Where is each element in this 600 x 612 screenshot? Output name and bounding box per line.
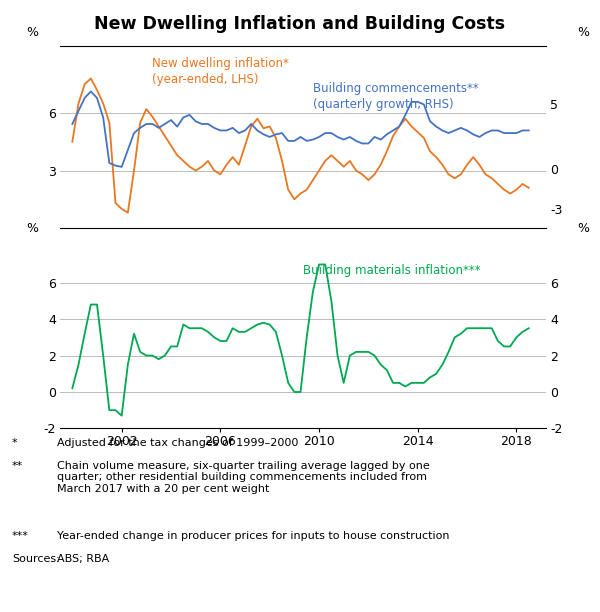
- Text: Building materials inflation***: Building materials inflation***: [303, 264, 481, 277]
- Text: Building commencements**
(quarterly growth, RHS): Building commencements** (quarterly grow…: [313, 83, 478, 111]
- Text: Adjusted for the tax changes of 1999–2000: Adjusted for the tax changes of 1999–200…: [57, 438, 298, 447]
- Text: %: %: [26, 222, 38, 236]
- Text: Year-ended change in producer prices for inputs to house construction: Year-ended change in producer prices for…: [57, 531, 449, 540]
- Text: **: **: [12, 461, 23, 471]
- Text: ***: ***: [12, 531, 29, 540]
- Text: New dwelling inflation*
(year-ended, LHS): New dwelling inflation* (year-ended, LHS…: [152, 57, 289, 86]
- Text: %: %: [578, 222, 590, 236]
- Text: %: %: [26, 26, 38, 39]
- Text: Chain volume measure, six-quarter trailing average lagged by one
quarter; other : Chain volume measure, six-quarter traili…: [57, 461, 430, 494]
- Text: New Dwelling Inflation and Building Costs: New Dwelling Inflation and Building Cost…: [94, 15, 506, 33]
- Text: %: %: [578, 26, 590, 39]
- Text: ABS; RBA: ABS; RBA: [57, 554, 109, 564]
- Text: *: *: [12, 438, 17, 447]
- Text: Sources:: Sources:: [12, 554, 60, 564]
